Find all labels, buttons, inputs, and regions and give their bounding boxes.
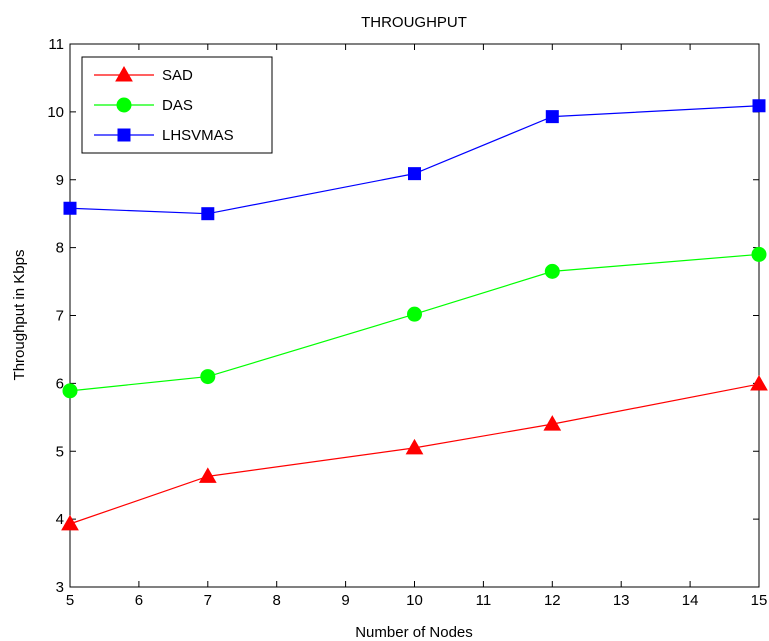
y-tick-label: 11 (48, 36, 64, 53)
legend-label-lhsvmas: LHSVMAS (162, 127, 234, 144)
data-point-lhsvmas (408, 167, 421, 181)
x-tick-label: 13 (613, 592, 630, 609)
x-tick-label: 14 (682, 592, 699, 609)
legend: SAD DAS LHSVMAS (81, 56, 273, 154)
legend-marker-sad (115, 65, 133, 82)
x-tick-label: 8 (273, 592, 281, 609)
chart-title: THROUGHPUT (361, 14, 467, 31)
y-tick-label: 4 (56, 511, 64, 528)
data-point-das (407, 306, 422, 322)
legend-label-das: DAS (162, 97, 193, 114)
y-tick-label: 10 (47, 104, 64, 121)
x-tick-label: 7 (204, 592, 212, 609)
x-tick-label: 15 (751, 592, 768, 609)
y-tick-label: 7 (56, 308, 64, 325)
x-tick-label: 5 (66, 592, 74, 609)
y-tick-label: 6 (56, 375, 64, 392)
data-point-lhsvmas (752, 99, 766, 113)
x-axis-label: Number of Nodes (355, 624, 473, 641)
x-tick-label: 9 (341, 592, 349, 609)
x-tick-label: 12 (544, 592, 561, 609)
y-tick-label: 5 (56, 443, 64, 460)
x-tick-label: 10 (406, 592, 423, 609)
data-point-sad (405, 438, 424, 455)
y-tick-label: 3 (56, 579, 64, 596)
y-axis-label: Throughput in Kbps (11, 250, 28, 381)
data-point-lhsvmas (545, 110, 559, 124)
data-point-sad (61, 514, 79, 531)
data-point-das (544, 263, 560, 279)
data-point-sad (750, 375, 768, 391)
data-point-lhsvmas (63, 201, 77, 215)
data-point-sad (198, 467, 217, 483)
legend-marker-das (116, 97, 132, 113)
plot-area: 5 6 7 8 9 10 11 12 13 14 15 3 4 5 6 7 8 9 10 11 SAD DAS LHSVMA… (47, 36, 768, 609)
legend-marker-lhsvmas (117, 128, 131, 142)
x-tick-label: 11 (476, 592, 492, 609)
data-point-sad (543, 415, 562, 431)
y-tick-label: 9 (56, 172, 64, 189)
y-tick-label: 8 (56, 240, 64, 257)
data-point-das (751, 246, 767, 262)
legend-label-sad: SAD (162, 67, 193, 84)
x-tick-label: 6 (135, 592, 143, 609)
data-point-das (62, 383, 78, 399)
data-point-lhsvmas (201, 207, 215, 221)
data-point-das (200, 369, 216, 385)
